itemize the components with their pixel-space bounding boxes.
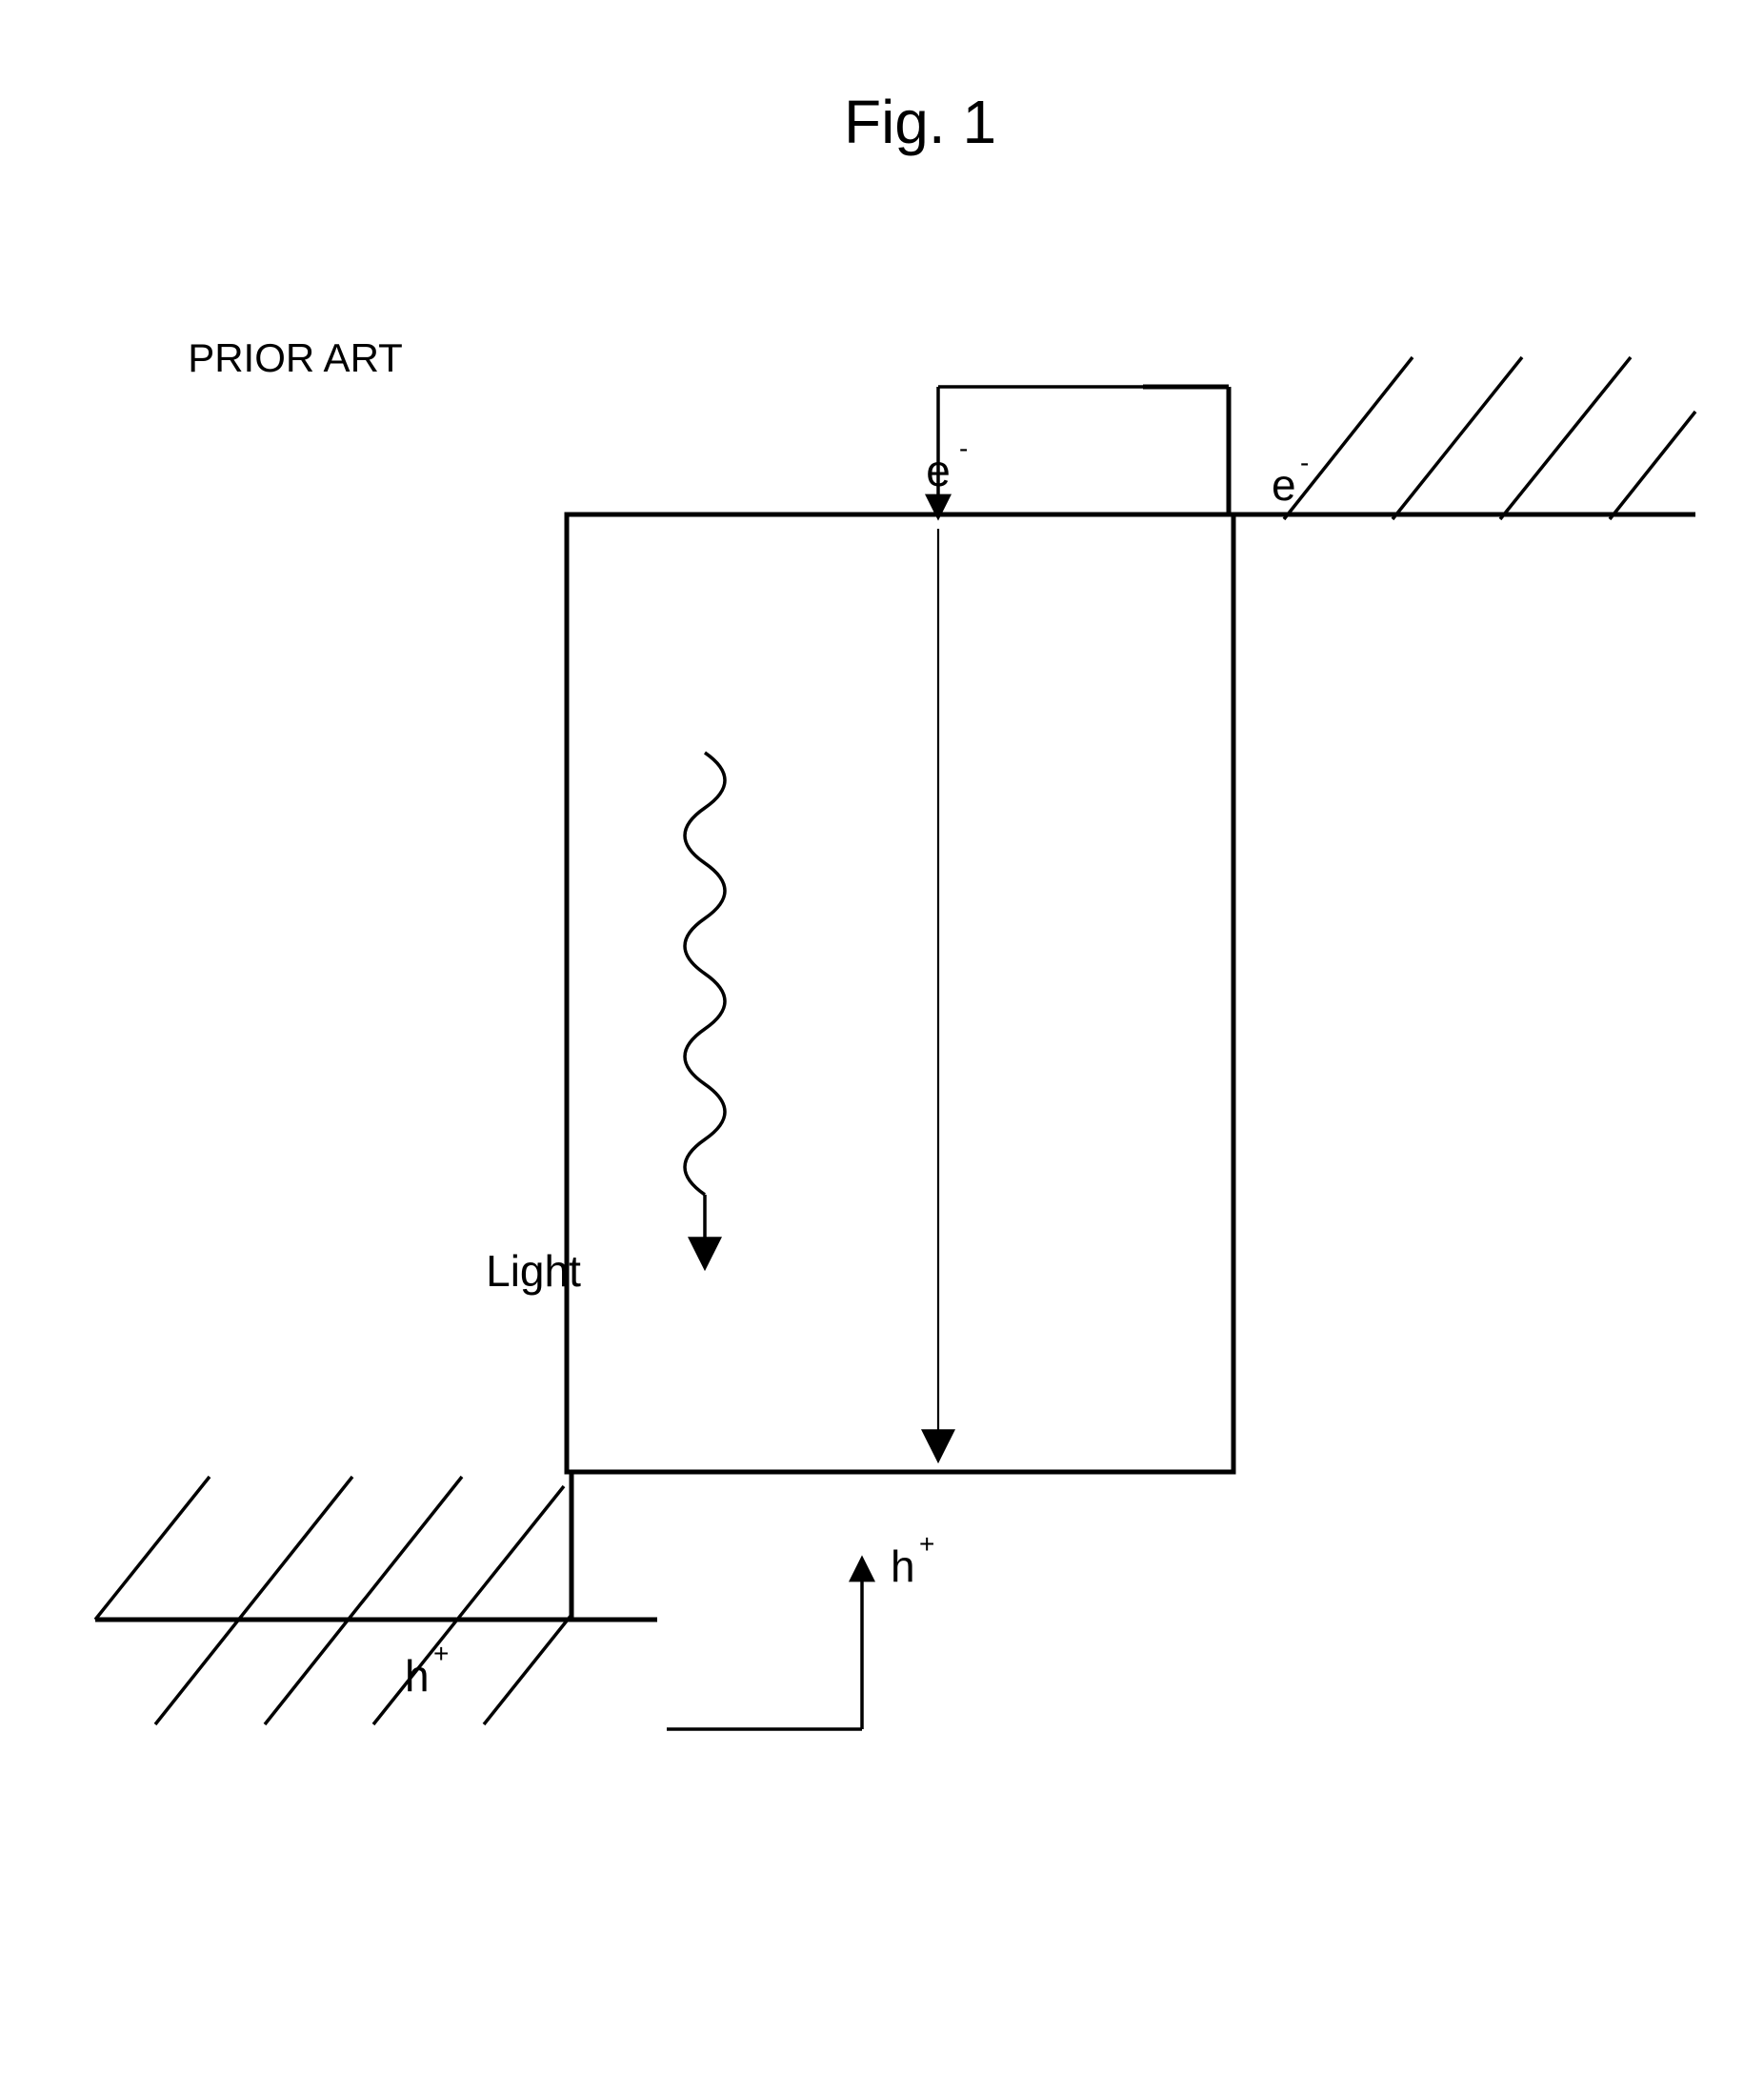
hatch-bot-3	[373, 1486, 564, 1724]
svg-text:-: -	[959, 433, 968, 463]
light-wave	[685, 753, 725, 1195]
hatch-top-2	[1500, 357, 1631, 519]
active-region-rect	[567, 514, 1233, 1472]
prior-art-label: PRIOR ART	[188, 335, 403, 380]
hatch-bot-4	[484, 1615, 571, 1724]
hole-label-left: h+	[405, 1639, 449, 1701]
hatch-top-0	[1284, 357, 1413, 519]
electron-label-top: e-	[926, 433, 968, 495]
svg-text:h: h	[891, 1541, 915, 1591]
svg-text:e: e	[1272, 460, 1296, 510]
svg-text:h: h	[405, 1651, 430, 1701]
svg-text:+: +	[919, 1529, 934, 1559]
svg-text:+: +	[433, 1639, 449, 1668]
hatch-top-3	[1610, 412, 1695, 519]
hatch-top-1	[1393, 357, 1522, 519]
hatch-bot-1	[155, 1477, 352, 1724]
svg-text:-: -	[1300, 448, 1309, 477]
light-label: Light	[486, 1246, 581, 1296]
hatch-bot-0	[95, 1477, 210, 1620]
electron-label-right: e-	[1272, 448, 1309, 510]
hole-label-bottom: h+	[891, 1529, 934, 1591]
figure-title: Fig. 1	[844, 88, 996, 156]
hatch-bot-2	[265, 1477, 462, 1724]
svg-text:e: e	[926, 446, 951, 495]
